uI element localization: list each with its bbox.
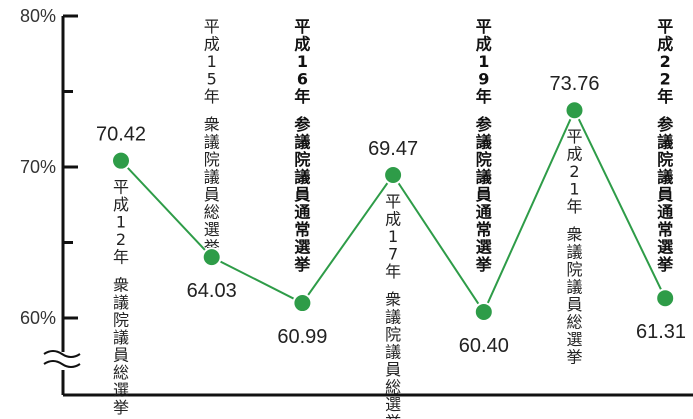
value-labels: 70.42 64.03 60.99 69.47 60.40 73.76 61.31 [96, 73, 686, 357]
election-label: 平成17年衆議院議員総選挙 [385, 192, 401, 419]
data-point [473, 301, 494, 322]
axis-break-icon [43, 350, 81, 368]
data-label: 73.76 [549, 73, 599, 95]
election-labels: 平成 1 2 年衆議院議員総選挙 平成 1 5 年衆議院議員総選挙 平成 1 6 年参議院議員通常選挙… [113, 17, 674, 419]
y-tick-label: 80% [20, 6, 56, 26]
data-label: 70.42 [96, 124, 146, 146]
data-point [383, 165, 404, 186]
election-label: 平成 2 2 年参議院議員通常選挙 [656, 17, 674, 274]
data-point [111, 150, 131, 171]
data-point [201, 247, 222, 268]
data-point [564, 100, 585, 121]
y-ticks: 80% 70% 60% [20, 6, 78, 328]
data-point [655, 288, 676, 309]
series [111, 100, 676, 322]
data-point [292, 293, 313, 314]
election-label: 平成 1 9 年参議院議員通常選挙 [475, 17, 493, 274]
election-label: 平成 1 6 年参議院議員通常選挙 [293, 17, 311, 274]
data-label: 64.03 [187, 280, 237, 302]
election-label: 平成 1 2 年衆議院議員総選挙 [113, 178, 129, 417]
election-label: 平成 2 1 年衆議院議員総選挙 [566, 127, 582, 367]
data-label: 61.31 [636, 321, 686, 343]
y-tick-label: 70% [20, 157, 56, 177]
data-label: 60.40 [459, 335, 509, 357]
data-label: 69.47 [368, 138, 418, 160]
y-tick-label: 60% [20, 308, 56, 328]
election-label: 平成 1 5 年衆議院議員総選挙 [204, 17, 220, 257]
data-label: 60.99 [277, 326, 327, 348]
